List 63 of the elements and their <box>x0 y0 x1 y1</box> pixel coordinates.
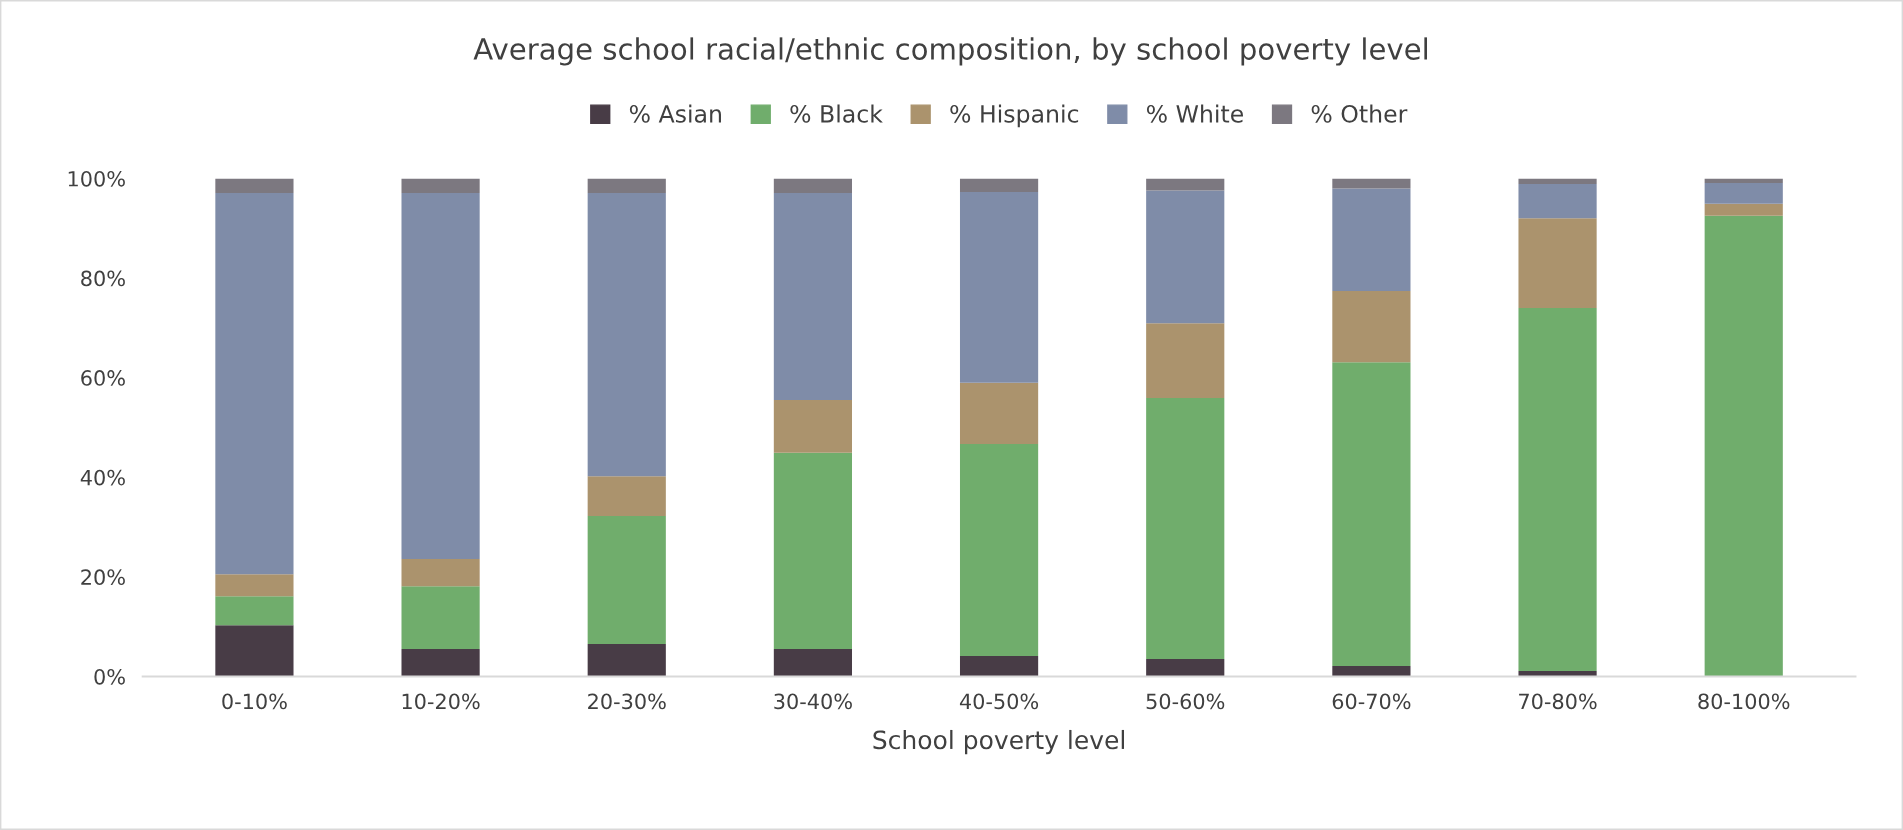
bar <box>1704 203 1783 216</box>
bar <box>1332 362 1411 666</box>
y-tick-label: 100% <box>68 170 125 187</box>
y-tick-label: 40% <box>80 469 125 486</box>
y-tick-label: 0% <box>94 668 125 685</box>
legend-label: % White <box>1146 104 1243 123</box>
bar <box>1518 178 1597 184</box>
x-tick-label: 40-50% <box>959 693 1039 710</box>
x-tick-label: 20-30% <box>588 693 666 710</box>
legend-label: % Hispanic <box>950 104 1079 128</box>
bar <box>1332 188 1411 291</box>
y-tick-label: 60% <box>81 370 125 386</box>
y-tick-label: 80% <box>81 270 125 287</box>
x-tick-label: 60-70% <box>1332 693 1411 710</box>
bar <box>1518 218 1597 308</box>
legend-label: % Other <box>1311 104 1408 123</box>
bar <box>1518 183 1597 219</box>
bar <box>401 192 480 559</box>
bar <box>587 476 666 517</box>
bar <box>959 191 1039 383</box>
bar <box>1704 215 1783 677</box>
bar <box>1146 659 1225 677</box>
bar <box>587 644 666 677</box>
x-tick-label: 30-40% <box>774 693 852 710</box>
x-tick-label: 70-80% <box>1519 693 1597 710</box>
bar <box>587 516 666 645</box>
bar <box>773 178 853 193</box>
bar <box>215 574 294 597</box>
x-tick-label: 0-10% <box>222 693 287 710</box>
bar <box>773 400 853 453</box>
legend-label: % Asian <box>629 104 721 123</box>
bar <box>959 382 1039 444</box>
bar <box>1704 182 1783 204</box>
x-tick-label: 50-60% <box>1146 693 1225 710</box>
bar <box>1518 307 1597 671</box>
bar <box>773 649 853 677</box>
bar <box>773 452 853 650</box>
bar <box>587 178 666 193</box>
bar <box>401 178 480 193</box>
bar <box>959 443 1039 657</box>
bar <box>773 192 853 401</box>
chart-title: Average school racial/ethnic composition, by school poverty level <box>473 37 1427 66</box>
x-axis-title: School poverty level <box>873 729 1124 755</box>
x-tick-label: 80-100% <box>1698 693 1790 710</box>
y-tick-label: 20% <box>81 569 125 586</box>
bar <box>1332 178 1411 189</box>
bar <box>587 192 666 477</box>
bar <box>401 558 480 587</box>
bar <box>1146 190 1225 324</box>
bar <box>215 596 294 626</box>
bar <box>1146 398 1225 660</box>
bar <box>215 625 294 677</box>
bar <box>401 586 480 650</box>
bar <box>215 192 294 575</box>
bar <box>401 649 480 677</box>
bar <box>215 178 294 193</box>
bar <box>959 656 1039 677</box>
x-tick-label: 10-20% <box>402 693 480 710</box>
bar <box>1146 178 1225 191</box>
bar <box>959 178 1039 192</box>
legend-label: % Black <box>790 104 883 123</box>
bar <box>1332 291 1411 363</box>
bar <box>1146 323 1225 399</box>
